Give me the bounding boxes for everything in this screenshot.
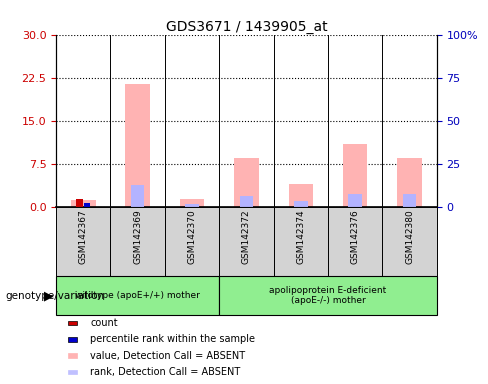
Bar — [84, 203, 90, 207]
Text: genotype/variation: genotype/variation — [5, 291, 104, 301]
Bar — [343, 144, 367, 207]
Text: GSM142374: GSM142374 — [296, 209, 305, 264]
Bar — [185, 204, 199, 207]
Bar — [219, 276, 437, 315]
Title: GDS3671 / 1439905_at: GDS3671 / 1439905_at — [165, 20, 327, 33]
Text: GSM142370: GSM142370 — [187, 209, 197, 264]
Bar — [383, 207, 437, 276]
Bar — [67, 321, 77, 326]
Bar — [294, 201, 307, 207]
Text: wildtype (apoE+/+) mother: wildtype (apoE+/+) mother — [75, 291, 200, 300]
Bar — [56, 276, 219, 315]
Text: GSM142372: GSM142372 — [242, 209, 251, 264]
Bar — [67, 337, 77, 342]
Bar — [288, 184, 313, 207]
Text: value, Detection Call = ABSENT: value, Detection Call = ABSENT — [90, 351, 245, 361]
Bar — [71, 200, 96, 207]
Bar — [240, 196, 253, 207]
Text: percentile rank within the sample: percentile rank within the sample — [90, 334, 255, 344]
Text: GSM142367: GSM142367 — [79, 209, 88, 264]
Text: GSM142380: GSM142380 — [405, 209, 414, 264]
Bar — [110, 207, 165, 276]
Text: GSM142369: GSM142369 — [133, 209, 142, 264]
Bar — [67, 353, 77, 358]
Bar — [219, 207, 274, 276]
Bar — [125, 84, 150, 207]
Text: rank, Detection Call = ABSENT: rank, Detection Call = ABSENT — [90, 367, 241, 377]
Bar — [274, 207, 328, 276]
Bar — [348, 194, 362, 207]
Bar — [56, 207, 110, 276]
Text: apolipoprotein E-deficient
(apoE-/-) mother: apolipoprotein E-deficient (apoE-/-) mot… — [269, 286, 386, 305]
Text: GSM142376: GSM142376 — [351, 209, 360, 264]
Text: ▶: ▶ — [44, 289, 54, 302]
Bar — [328, 207, 383, 276]
Bar — [67, 369, 77, 374]
Text: count: count — [90, 318, 118, 328]
Bar — [165, 207, 219, 276]
Bar — [180, 199, 204, 207]
Bar — [131, 185, 144, 207]
Bar — [403, 194, 416, 207]
Bar — [397, 159, 422, 207]
Bar — [76, 199, 82, 207]
Bar — [234, 159, 259, 207]
